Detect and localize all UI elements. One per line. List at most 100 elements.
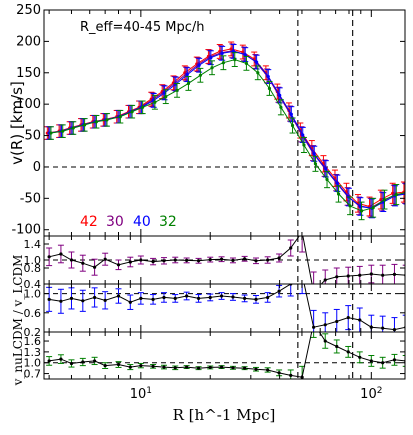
panel-ratio-40: 0.2 0.6 1.0	[24, 273, 406, 339]
point-top-2-17	[243, 52, 247, 57]
point-top-3-18	[256, 71, 260, 75]
x-axis-label: R [h^-1 Mpc]	[173, 406, 276, 424]
point-ratio32-0-30	[392, 358, 397, 362]
top-ylabel: v(R) [km/s]	[8, 81, 26, 165]
legend-label-40: 40	[133, 214, 151, 230]
point-top-3-24	[325, 177, 329, 182]
point-ratio30-0-1	[59, 252, 63, 256]
xtick-label-0: 101	[130, 386, 152, 402]
point-ratio40-0-29	[381, 326, 385, 330]
point-ratio30-0-0	[47, 255, 51, 259]
ytick-label-top-1: -50	[20, 191, 41, 206]
point-ratio40-0-18	[254, 297, 258, 301]
point-ratio30-0-25	[335, 275, 339, 279]
point-top-3-9	[153, 100, 157, 104]
point-top-3-14	[210, 66, 214, 70]
point-top-3-30	[394, 192, 398, 197]
point-ratio32-0-2	[69, 361, 74, 366]
point-ratio30-0-27	[358, 273, 362, 277]
point-top-3-1	[61, 129, 65, 133]
line-ratio30-0	[48, 236, 405, 284]
point-ratio30-0-15	[219, 257, 224, 261]
point-ratio40-0-1	[59, 299, 63, 303]
point-ratio32-0-14	[208, 365, 212, 370]
point-ratio30-0-7	[128, 260, 132, 264]
point-ratio32-0-28	[369, 359, 373, 363]
legend: 42 30 40 32	[80, 214, 177, 230]
line-ratio40-0	[49, 284, 405, 331]
point-top-2-21	[289, 112, 293, 116]
point-top-3-5	[105, 118, 109, 122]
point-ratio32-0-15	[219, 365, 224, 369]
point-ratio30-0-5	[103, 257, 107, 261]
ytick-label-ratio40-1: 0.6	[24, 307, 42, 320]
point-top-3-27	[359, 209, 364, 213]
point-top-3-29	[382, 197, 387, 202]
point-ratio40-0-17	[243, 296, 247, 300]
point-top-2-14	[209, 56, 213, 60]
plot-area-ratio32	[44, 332, 405, 379]
point-top-3-0	[49, 131, 53, 135]
ytick-label-ratio32-2: 1.3	[24, 346, 42, 359]
point-ratio40-0-26	[346, 316, 350, 320]
point-top-3-10	[164, 95, 168, 99]
frame-ratio40	[43, 283, 406, 333]
point-ratio32-0-20	[277, 371, 281, 375]
point-ratio40-0-11	[173, 296, 177, 300]
ytick-label-top-5: 150	[16, 66, 41, 81]
plot-area-ratio30	[44, 236, 405, 284]
point-ratio40-0-22	[301, 273, 304, 276]
line-top-3	[50, 59, 405, 212]
point-ratio30-0-13	[196, 259, 201, 263]
point-top-2-13	[197, 63, 201, 67]
ytick-label-ratio30-0: 0.4	[24, 278, 42, 291]
point-ratio40-0-3	[81, 299, 85, 303]
point-ratio30-0-18	[254, 259, 258, 263]
point-ratio32-0-5	[103, 364, 107, 368]
point-ratio32-0-25	[335, 344, 339, 349]
series-top-3	[47, 52, 405, 221]
point-ratio40-0-4	[93, 295, 97, 300]
point-ratio30-0-14	[208, 258, 212, 262]
line-top-0	[47, 48, 404, 208]
series-ratio40-0	[46, 273, 405, 332]
point-ratio40-0-24	[323, 323, 327, 327]
point-top-3-13	[198, 73, 202, 77]
series-top-0	[44, 41, 405, 217]
point-ratio30-0-16	[231, 258, 235, 262]
point-ratio32-0-21	[289, 373, 293, 377]
point-ratio32-0-4	[93, 359, 97, 363]
point-ratio40-0-30	[392, 328, 397, 332]
series-ratio30-0	[46, 236, 405, 284]
point-top-3-6	[118, 115, 122, 119]
point-ratio40-0-5	[103, 298, 107, 302]
point-ratio40-0-8	[139, 296, 143, 300]
point-ratio30-0-6	[116, 263, 121, 267]
point-top-2-12	[185, 73, 189, 77]
ytick-label-top-2: 0	[33, 160, 41, 175]
point-top-2-18	[255, 60, 259, 64]
point-ratio32-0-24	[323, 339, 327, 343]
point-ratio40-0-12	[185, 294, 189, 298]
point-ratio32-0-8	[139, 364, 143, 368]
point-ratio30-0-11	[173, 258, 177, 262]
line-top-1	[48, 50, 405, 209]
point-ratio40-0-9	[151, 297, 155, 301]
frame-ratio32	[43, 331, 406, 380]
point-ratio30-0-19	[266, 258, 270, 262]
point-ratio32-0-26	[346, 350, 350, 354]
point-top-2-15	[220, 51, 224, 55]
series-top-2	[46, 44, 405, 219]
series-ratio32-0	[46, 332, 405, 379]
point-ratio32-0-16	[231, 366, 235, 370]
point-ratio40-0-23	[312, 325, 316, 329]
point-top-3-23	[313, 162, 318, 166]
annotation-label: R_eff=40-45 Mpc/h	[80, 20, 205, 35]
point-ratio32-0-29	[381, 361, 385, 365]
point-top-3-4	[94, 120, 99, 124]
xtick-label-1: 102	[360, 386, 382, 402]
point-ratio30-0-21	[289, 246, 293, 250]
point-ratio40-0-13	[196, 296, 201, 300]
point-ratio40-0-6	[116, 294, 121, 298]
